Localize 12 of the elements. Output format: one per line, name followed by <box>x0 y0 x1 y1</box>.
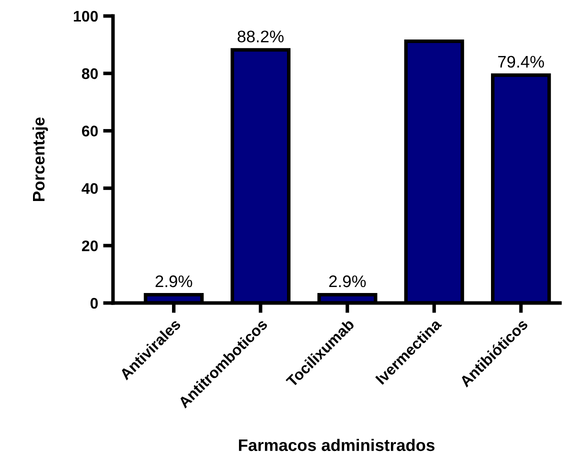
data-label: 88.2% <box>238 30 284 42</box>
y-tick-label: 0 <box>90 298 98 309</box>
data-label: 2.9% <box>329 275 366 288</box>
y-axis-title: Porcentaje <box>32 117 48 201</box>
x-axis-title: Farmacos administrados <box>238 438 434 452</box>
y-tick-label: 40 <box>82 183 98 194</box>
y-tick-label: 100 <box>74 10 98 22</box>
y-tick-label: 60 <box>82 126 98 136</box>
y-tick-label: 20 <box>82 240 98 252</box>
data-label: 79.4% <box>498 56 544 68</box>
data-label: 2.9% <box>156 275 192 288</box>
y-tick-label: 80 <box>82 68 98 80</box>
